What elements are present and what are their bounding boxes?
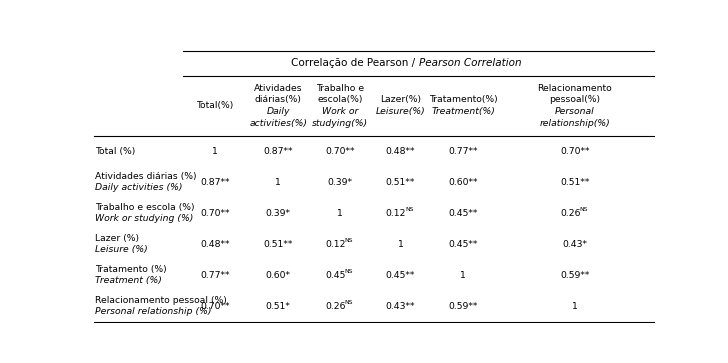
- Text: NS: NS: [579, 207, 587, 212]
- Text: 0.39*: 0.39*: [328, 178, 352, 187]
- Text: 0.60**: 0.60**: [448, 178, 478, 187]
- Text: 0.77**: 0.77**: [448, 147, 478, 156]
- Text: 0.45**: 0.45**: [386, 271, 415, 280]
- Text: 0.45: 0.45: [325, 271, 346, 280]
- Text: 0.12: 0.12: [386, 209, 406, 218]
- Text: 0.87**: 0.87**: [264, 147, 293, 156]
- Text: relationship(%): relationship(%): [539, 119, 610, 128]
- Text: 0.12: 0.12: [325, 240, 346, 249]
- Text: Tratamento(%): Tratamento(%): [429, 95, 498, 105]
- Text: 0.51**: 0.51**: [264, 240, 293, 249]
- Text: Daily activities (%): Daily activities (%): [95, 183, 183, 192]
- Text: Correlação de Pearson /: Correlação de Pearson /: [291, 58, 419, 68]
- Text: NS: NS: [344, 300, 353, 305]
- Text: Pearson Correlation: Pearson Correlation: [419, 58, 521, 68]
- Text: Tratamento (%): Tratamento (%): [95, 265, 167, 274]
- Text: Atividades diárias (%): Atividades diárias (%): [95, 172, 197, 182]
- Text: Treatment (%): Treatment (%): [95, 276, 162, 285]
- Text: activities(%): activities(%): [249, 119, 307, 128]
- Text: Atividades: Atividades: [254, 83, 302, 93]
- Text: 0.45**: 0.45**: [448, 240, 478, 249]
- Text: 1: 1: [275, 178, 281, 187]
- Text: 0.59**: 0.59**: [448, 302, 478, 311]
- Text: 0.59**: 0.59**: [560, 271, 590, 280]
- Text: 0.48**: 0.48**: [200, 240, 229, 249]
- Text: Personal relationship (%): Personal relationship (%): [95, 307, 211, 316]
- Text: Trabalho e escola (%): Trabalho e escola (%): [95, 203, 194, 212]
- Text: 0.77**: 0.77**: [200, 271, 229, 280]
- Text: Leisure(%): Leisure(%): [376, 107, 425, 116]
- Text: 0.43**: 0.43**: [386, 302, 415, 311]
- Text: 1: 1: [212, 147, 218, 156]
- Text: diárias(%): diárias(%): [255, 95, 301, 105]
- Text: studying(%): studying(%): [312, 119, 368, 128]
- Text: Treatment(%): Treatment(%): [432, 107, 495, 116]
- Text: 0.60*: 0.60*: [266, 271, 290, 280]
- Text: NS: NS: [344, 269, 353, 274]
- Text: Lazer (%): Lazer (%): [95, 234, 139, 244]
- Text: Leisure (%): Leisure (%): [95, 245, 148, 254]
- Text: NS: NS: [344, 238, 353, 243]
- Text: 0.45**: 0.45**: [448, 209, 478, 218]
- Text: Relacionamento: Relacionamento: [537, 83, 612, 93]
- Text: 0.70**: 0.70**: [200, 302, 229, 311]
- Text: pessoal(%): pessoal(%): [550, 95, 601, 105]
- Text: Trabalho e: Trabalho e: [316, 83, 364, 93]
- Text: 0.26: 0.26: [560, 209, 580, 218]
- Text: Total (%): Total (%): [95, 147, 135, 156]
- Text: 1: 1: [460, 271, 466, 280]
- Text: 0.70**: 0.70**: [325, 147, 355, 156]
- Text: 0.51*: 0.51*: [266, 302, 290, 311]
- Text: Daily: Daily: [266, 107, 290, 116]
- Text: 0.87**: 0.87**: [200, 178, 229, 187]
- Text: 1: 1: [572, 302, 578, 311]
- Text: 1: 1: [337, 209, 343, 218]
- Text: escola(%): escola(%): [317, 95, 363, 105]
- Text: NS: NS: [405, 207, 414, 212]
- Text: 0.70**: 0.70**: [200, 209, 229, 218]
- Text: 1: 1: [397, 240, 403, 249]
- Text: Work or studying (%): Work or studying (%): [95, 214, 194, 223]
- Text: Total(%): Total(%): [197, 101, 234, 110]
- Text: 0.39*: 0.39*: [266, 209, 290, 218]
- Text: 0.51**: 0.51**: [386, 178, 415, 187]
- Text: 0.70**: 0.70**: [560, 147, 590, 156]
- Text: 0.43*: 0.43*: [562, 240, 587, 249]
- Text: 0.26: 0.26: [325, 302, 346, 311]
- Text: Work or: Work or: [322, 107, 358, 116]
- Text: 0.48**: 0.48**: [386, 147, 415, 156]
- Text: Relacionamento pessoal (%): Relacionamento pessoal (%): [95, 296, 226, 305]
- Text: Personal: Personal: [555, 107, 595, 116]
- Text: Lazer(%): Lazer(%): [380, 95, 421, 105]
- Text: 0.51**: 0.51**: [560, 178, 590, 187]
